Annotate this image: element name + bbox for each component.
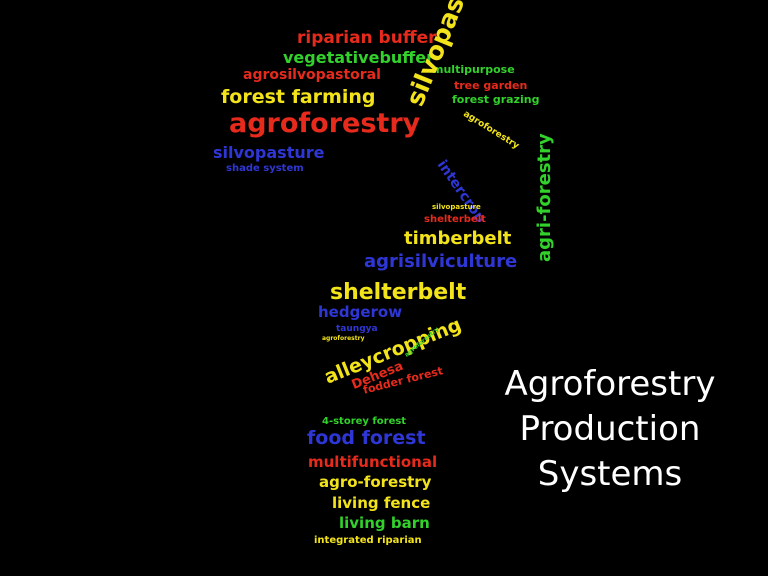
cloud-word: multipurpose — [432, 63, 515, 76]
cloud-word: riparian buffer — [297, 28, 437, 48]
cloud-word: food forest — [307, 427, 426, 449]
cloud-word: agroforestry — [322, 335, 365, 342]
cloud-word: timberbelt — [404, 228, 512, 249]
cloud-word: multifunctional — [308, 453, 438, 471]
cloud-word: living barn — [339, 514, 430, 532]
cloud-word: agroforestry — [229, 108, 421, 139]
slide-title: Agroforestry Production Systems — [460, 362, 760, 497]
cloud-word: silvopasture — [213, 143, 325, 162]
cloud-word: agrosilvopastoral — [243, 67, 381, 83]
cloud-word: agrisilviculture — [364, 251, 518, 272]
cloud-word: tree garden — [454, 79, 528, 92]
cloud-word: living fence — [332, 494, 431, 512]
cloud-word: shade system — [226, 163, 304, 174]
cloud-word: forest farming — [221, 86, 376, 108]
cloud-word: agri-forestry — [534, 133, 555, 262]
slide-title-line: Agroforestry — [504, 364, 716, 404]
cloud-word: vegetativebuffer — [283, 48, 434, 67]
cloud-word: silvopasture — [432, 203, 481, 211]
cloud-word: shelterbelt — [424, 214, 486, 225]
slide-title-line: Systems — [537, 454, 683, 494]
cloud-word: taungya — [336, 324, 378, 334]
cloud-word: forest grazing — [452, 93, 540, 106]
cloud-word: 4-storey forest — [322, 416, 407, 427]
cloud-word: agroforestry — [461, 109, 521, 152]
slide-title-line: Production — [519, 409, 701, 449]
cloud-word: hedgerow — [318, 303, 403, 321]
cloud-word: shelterbelt — [330, 280, 467, 305]
cloud-word: agro-forestry — [319, 473, 432, 491]
cloud-word: integrated riparian — [314, 535, 422, 546]
